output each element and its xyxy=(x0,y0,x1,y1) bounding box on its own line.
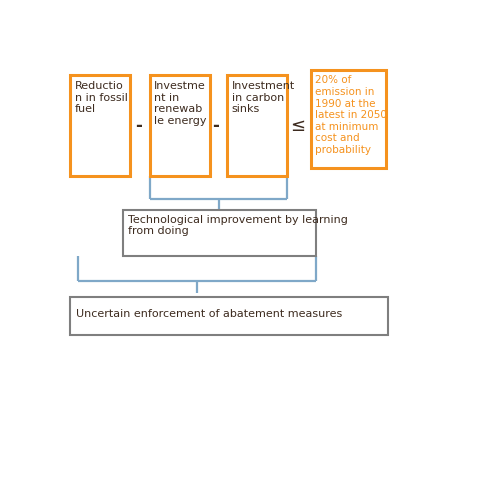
Text: -: - xyxy=(212,117,219,135)
Text: -: - xyxy=(135,117,142,135)
FancyBboxPatch shape xyxy=(70,76,130,176)
FancyBboxPatch shape xyxy=(150,76,210,176)
FancyBboxPatch shape xyxy=(227,76,287,176)
Text: Technological improvement by learning
from doing: Technological improvement by learning fr… xyxy=(128,215,348,236)
FancyBboxPatch shape xyxy=(122,210,316,256)
FancyBboxPatch shape xyxy=(310,70,386,168)
Text: Reductio
n in fossil
fuel: Reductio n in fossil fuel xyxy=(75,81,128,114)
Text: Uncertain enforcement of abatement measures: Uncertain enforcement of abatement measu… xyxy=(76,309,342,319)
Text: ≤: ≤ xyxy=(290,117,306,135)
Text: Investme
nt in
renewab
le energy: Investme nt in renewab le energy xyxy=(154,81,207,126)
FancyBboxPatch shape xyxy=(70,297,388,336)
Text: 20% of
emission in
1990 at the
latest in 2050
at minimum
cost and
probability: 20% of emission in 1990 at the latest in… xyxy=(315,76,387,155)
Text: Investment
in carbon
sinks: Investment in carbon sinks xyxy=(232,81,295,114)
